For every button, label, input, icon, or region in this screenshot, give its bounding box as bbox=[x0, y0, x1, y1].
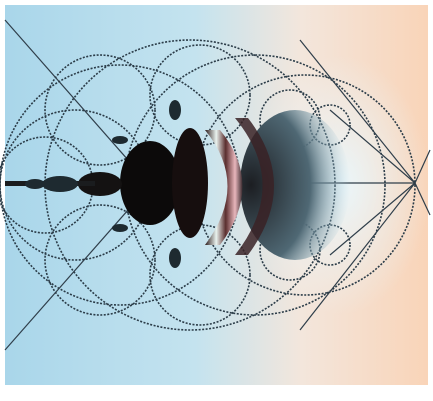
fractal-image bbox=[0, 0, 433, 401]
page bbox=[0, 0, 433, 401]
central-blob bbox=[120, 141, 180, 225]
blob-right bbox=[172, 128, 208, 238]
